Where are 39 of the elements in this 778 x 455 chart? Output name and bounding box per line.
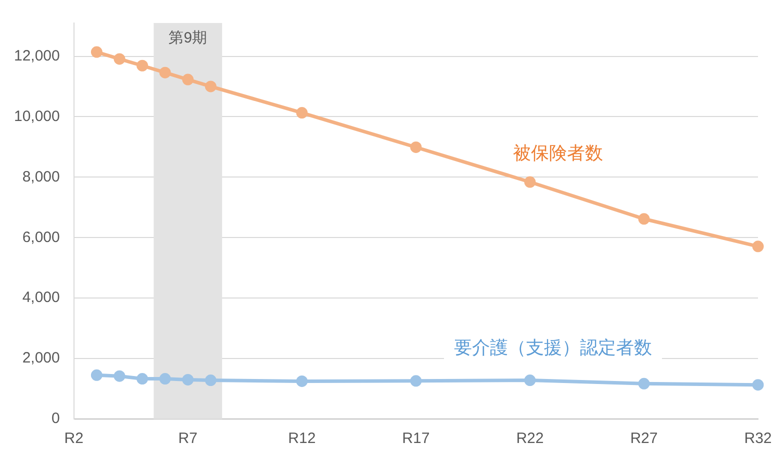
- y-tick-label: 6,000: [22, 228, 60, 246]
- point: [90, 369, 102, 381]
- x-tick-label: R12: [288, 430, 316, 448]
- point: [159, 373, 171, 385]
- x-tick-label: R7: [178, 430, 198, 448]
- point: [638, 378, 650, 390]
- y-tick-label: 10,000: [14, 108, 60, 125]
- point: [136, 373, 148, 385]
- point: [204, 80, 216, 92]
- x-tick-label: R2: [64, 430, 84, 448]
- point: [410, 375, 422, 387]
- y-tick-label: 4,000: [22, 289, 60, 306]
- point: [90, 46, 102, 58]
- point: [752, 240, 764, 252]
- point: [114, 370, 126, 382]
- x-tick-label: R17: [402, 430, 430, 448]
- point: [638, 213, 650, 225]
- point: [752, 379, 764, 391]
- series-label: 要介護（支援）認定者数: [454, 337, 652, 358]
- point: [296, 375, 308, 387]
- x-tick-label: R27: [630, 430, 658, 448]
- point: [524, 176, 536, 188]
- y-tick-label: 0: [52, 410, 60, 428]
- point: [296, 107, 308, 119]
- y-tick-label: 12,000: [14, 47, 60, 64]
- point: [410, 141, 422, 153]
- y-tick-label: 8,000: [22, 168, 60, 186]
- point: [524, 374, 536, 386]
- series-label: 被保険者数: [512, 142, 603, 163]
- point: [182, 74, 194, 86]
- point: [159, 66, 171, 78]
- point: [182, 374, 194, 386]
- point: [114, 53, 126, 65]
- y-tick-label: 2,000: [22, 350, 60, 367]
- point: [204, 374, 216, 386]
- point: [136, 60, 148, 72]
- x-tick-label: R32: [744, 430, 772, 448]
- annotation: 第9期: [168, 30, 208, 47]
- x-tick-label: R22: [516, 430, 544, 448]
